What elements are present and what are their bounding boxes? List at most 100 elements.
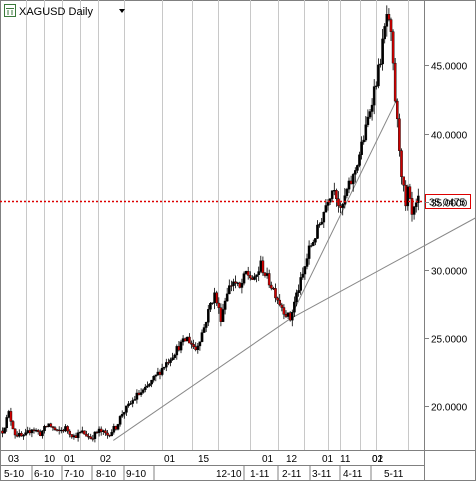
x-tick-label-top: 02 xyxy=(372,454,384,465)
candle xyxy=(93,431,97,443)
candle xyxy=(3,427,6,434)
candle xyxy=(150,379,153,388)
chart-window-icon xyxy=(4,4,16,17)
x-tick-label-bottom: 4-11 xyxy=(343,469,363,480)
candle xyxy=(385,5,389,37)
y-axis-labels: 20.0000 25.0000 30.0000 35.0000 40.0000 45.00… xyxy=(424,62,468,414)
candle xyxy=(24,428,27,436)
candle xyxy=(282,304,286,320)
candle xyxy=(125,405,128,416)
candle xyxy=(146,381,149,388)
candle xyxy=(337,191,340,213)
candle xyxy=(341,202,345,216)
y-tick-label: 40.0000 xyxy=(431,131,468,142)
candle xyxy=(11,420,15,430)
candle xyxy=(118,414,122,427)
candle xyxy=(383,23,387,44)
candle xyxy=(91,434,95,442)
candle xyxy=(78,430,82,434)
candle xyxy=(316,220,319,240)
candle xyxy=(135,389,139,404)
candle xyxy=(417,188,420,211)
current-price-box xyxy=(425,194,471,209)
candle xyxy=(41,430,44,439)
candle xyxy=(351,172,355,192)
candle xyxy=(116,423,120,431)
x-tick-label-bottom: 12-10 xyxy=(216,469,242,480)
trendline[interactable] xyxy=(113,318,290,441)
candle xyxy=(217,297,221,314)
candle xyxy=(253,272,256,281)
candle xyxy=(379,58,382,68)
x-tick-label-top: 12 xyxy=(286,454,298,465)
candle xyxy=(412,206,416,220)
trendline[interactable] xyxy=(289,213,476,320)
candle xyxy=(297,284,300,297)
candle xyxy=(274,283,277,303)
candle xyxy=(127,400,130,408)
candle xyxy=(381,29,384,71)
candle xyxy=(68,429,71,438)
candle xyxy=(255,274,258,283)
candle xyxy=(398,113,401,157)
candle xyxy=(227,279,231,295)
candle xyxy=(45,425,48,428)
candle xyxy=(51,426,55,431)
candle xyxy=(171,352,174,361)
trendline-layer xyxy=(113,99,476,441)
y-tick-label: 25.0000 xyxy=(431,335,468,346)
x-tick-label-bottom: 5-10 xyxy=(4,469,24,480)
y-tick-label: 45.0000 xyxy=(431,62,468,73)
candle xyxy=(330,190,334,202)
grid-layer xyxy=(26,0,409,450)
candle xyxy=(257,266,261,282)
trendline[interactable] xyxy=(289,99,398,320)
candle xyxy=(267,269,271,288)
candle xyxy=(141,388,145,394)
candle xyxy=(175,344,179,360)
candle xyxy=(312,239,315,247)
candle xyxy=(225,287,229,302)
x-tick-label-top: 01 xyxy=(372,454,384,465)
candle xyxy=(362,135,366,145)
candle xyxy=(190,340,193,349)
candle xyxy=(76,429,80,442)
x-tick-label-bottom: 1-11 xyxy=(250,469,270,480)
candle xyxy=(366,109,370,128)
candle xyxy=(215,290,219,306)
candle xyxy=(335,188,338,207)
candle xyxy=(343,188,347,209)
x-tick-label-top: 01 xyxy=(64,454,76,465)
candle xyxy=(198,341,202,351)
x-tick-label-top: 01 xyxy=(262,454,274,465)
current-price-layer: 35.0475 xyxy=(0,194,471,209)
candle xyxy=(391,29,395,71)
candle xyxy=(110,429,113,437)
x-tick-label-bottom: 9-10 xyxy=(126,469,146,480)
candle xyxy=(192,339,195,350)
candle xyxy=(248,271,252,281)
x-tick-label-top: 03 xyxy=(8,454,20,465)
chart-header[interactable]: XAGUSD Daily xyxy=(4,4,126,19)
x-tick-label-bottom: 7-10 xyxy=(64,469,84,480)
candle xyxy=(318,222,321,228)
x-tick-label-bottom: 5-11 xyxy=(384,469,404,480)
y-tick-label: 30.0000 xyxy=(431,267,468,278)
x-tick-label-bottom: 6-10 xyxy=(34,469,54,480)
x-tick-label-top: 15 xyxy=(198,454,210,465)
candle xyxy=(387,8,391,22)
candle xyxy=(43,424,46,434)
candle xyxy=(307,240,311,265)
candle xyxy=(152,375,156,383)
triangle-down-icon[interactable] xyxy=(119,9,125,13)
candle xyxy=(167,358,170,366)
candle xyxy=(314,238,317,246)
candle xyxy=(169,357,172,367)
candle xyxy=(345,187,349,199)
candle xyxy=(370,98,374,121)
candle xyxy=(238,281,242,289)
candle xyxy=(139,388,143,397)
candle xyxy=(53,426,57,431)
